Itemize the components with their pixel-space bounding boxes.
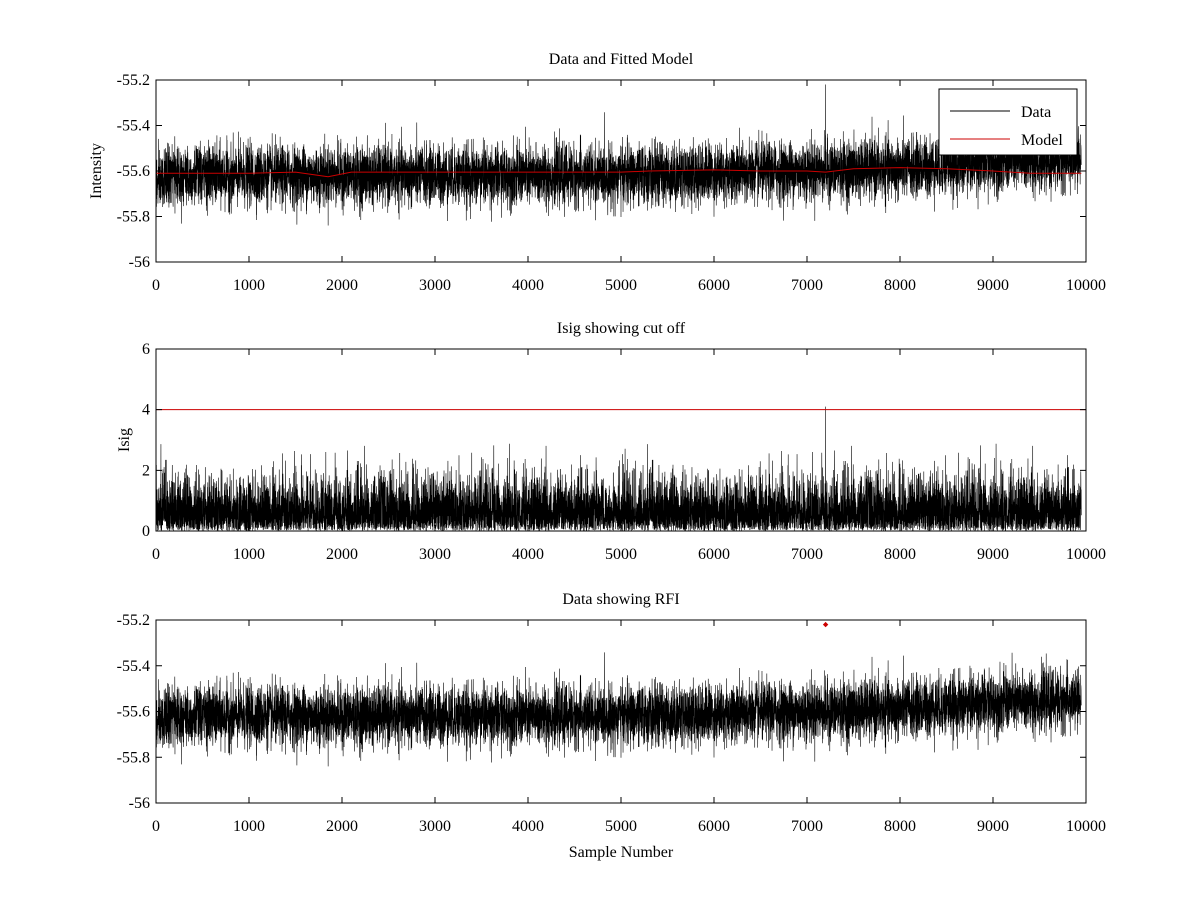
x-tick-label: 7000 [791, 546, 823, 563]
x-axis-label: Sample Number [569, 844, 674, 861]
y-tick-label: 2 [142, 462, 150, 479]
x-tick-label: 3000 [419, 546, 451, 563]
y-tick-label: -55.6 [117, 163, 150, 180]
y-tick-label: -55.8 [117, 749, 150, 766]
x-tick-label: 10000 [1066, 277, 1106, 294]
x-tick-label: 6000 [698, 546, 730, 563]
x-tick-label: 3000 [419, 277, 451, 294]
x-tick-label: 8000 [884, 818, 916, 835]
y-tick-label: 0 [142, 523, 150, 540]
y-axis-label: Isig [116, 428, 133, 452]
y-tick-label: -55.2 [117, 612, 150, 629]
x-tick-label: 10000 [1066, 546, 1106, 563]
x-tick-label: 9000 [977, 546, 1009, 563]
y-tick-label: -56 [129, 254, 150, 271]
legend-label-data: Data [1021, 104, 1051, 121]
y-tick-label: -55.6 [117, 704, 150, 721]
x-tick-label: 9000 [977, 818, 1009, 835]
y-axis-label: Intensity [88, 143, 105, 199]
series-signal-line [155, 406, 1082, 532]
x-tick-label: 3000 [419, 818, 451, 835]
legend-label-model: Model [1021, 132, 1063, 149]
x-tick-label: 0 [152, 818, 160, 835]
y-tick-label: -55.8 [117, 209, 150, 226]
x-tick-label: 5000 [605, 818, 637, 835]
x-tick-label: 2000 [326, 546, 358, 563]
x-tick-label: 9000 [977, 277, 1009, 294]
x-tick-label: 10000 [1066, 818, 1106, 835]
x-tick-label: 4000 [512, 818, 544, 835]
y-tick-label: -56 [129, 795, 150, 812]
chart-title: Data showing RFI [562, 591, 679, 608]
x-tick-label: 0 [152, 546, 160, 563]
x-tick-label: 5000 [605, 546, 637, 563]
series-model-line [156, 167, 1082, 178]
x-tick-label: 6000 [698, 277, 730, 294]
series-signal-line [155, 652, 1082, 767]
y-tick-label: 4 [142, 402, 150, 419]
y-tick-label: -55.4 [117, 658, 150, 675]
rfi-marker [822, 621, 829, 628]
series-data-line [155, 84, 1082, 226]
x-tick-label: 2000 [326, 277, 358, 294]
x-tick-label: 2000 [326, 818, 358, 835]
x-tick-label: 8000 [884, 546, 916, 563]
x-tick-label: 5000 [605, 277, 637, 294]
x-tick-label: 4000 [512, 546, 544, 563]
x-tick-label: 7000 [791, 818, 823, 835]
x-tick-label: 8000 [884, 277, 916, 294]
y-tick-label: -55.2 [117, 72, 150, 89]
y-tick-label: 6 [142, 341, 150, 358]
x-tick-label: 7000 [791, 277, 823, 294]
x-tick-label: 1000 [233, 277, 265, 294]
legend: Data Model [938, 88, 1078, 156]
x-tick-label: 1000 [233, 546, 265, 563]
x-tick-label: 4000 [512, 277, 544, 294]
x-tick-label: 1000 [233, 818, 265, 835]
chart-title: Isig showing cut off [557, 320, 686, 337]
chart-title: Data and Fitted Model [549, 51, 694, 68]
panel-3: 0 1000 2000 3000 4000 5000 6000 7000 8000 9000 100… [117, 591, 1106, 861]
y-tick-label: -55.4 [117, 118, 150, 135]
x-tick-label: 0 [152, 277, 160, 294]
x-tick-label: 6000 [698, 818, 730, 835]
panel-2: 0 1000 2000 3000 4000 5000 6000 7000 8000 9000 100… [116, 320, 1106, 563]
panel-1: 0 1000 2000 3000 4000 5000 6000 7000 8000 9000 100… [88, 51, 1106, 294]
